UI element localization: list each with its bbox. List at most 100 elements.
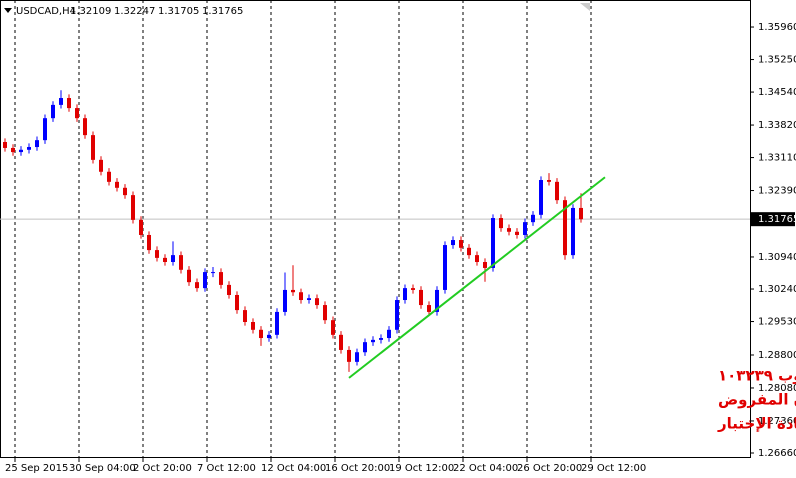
candle-body (475, 255, 479, 263)
candle-body (123, 187, 127, 196)
candle-body (339, 334, 343, 350)
candle-body (67, 98, 71, 109)
candle-body (307, 298, 311, 301)
y-tick-label: 1.35250 (758, 55, 796, 66)
candle-body (3, 141, 7, 148)
annotation: تأخرنا قليلاً في الدخول كان المفروض (718, 389, 796, 408)
x-tick-label: 25 Sep 2015 (5, 463, 68, 474)
candle-body (315, 298, 319, 306)
candle-body (19, 149, 23, 153)
candle-body (235, 294, 239, 311)
candle-body (379, 338, 383, 340)
candle-body (155, 250, 159, 258)
annotation: بيع الان بستوب ١٠٣٢٣٩ (718, 367, 796, 385)
candle-body (35, 140, 39, 148)
y-tick-label: 1.26660 (758, 448, 796, 459)
y-tick-label: 1.28080 (758, 383, 796, 394)
candle-body (75, 108, 79, 119)
candle-body (491, 218, 495, 268)
y-tick-label: 1.27360 (758, 416, 796, 427)
candle-body (59, 98, 63, 105)
candle-body (467, 247, 471, 256)
symbol: USDCAD,H4 (16, 6, 76, 17)
candle-body (259, 329, 263, 339)
candle-body (227, 284, 231, 295)
y-tick-label: 1.35960 (758, 22, 796, 33)
plot-frame (0, 0, 751, 458)
y-tick-label: 1.33820 (758, 120, 796, 131)
candle-body (387, 329, 391, 339)
candle-body (371, 339, 375, 343)
candle-body (147, 234, 151, 251)
candle-body (507, 228, 511, 232)
corner-arrow (580, 3, 590, 11)
candle-body (531, 214, 535, 223)
candle-body (171, 255, 175, 263)
candle-body (483, 262, 487, 268)
candle-body (243, 310, 247, 323)
candle-body (99, 159, 103, 172)
candle-body (163, 257, 167, 263)
y-tick-label: 1.29530 (758, 317, 796, 328)
candle-body (51, 104, 55, 119)
candle-body (107, 171, 111, 182)
candle-body (91, 135, 95, 160)
y-tick-label: 1.30240 (758, 284, 796, 295)
header-price: 1.32109 (70, 6, 111, 17)
candle-body (275, 311, 279, 335)
candle-body (459, 240, 463, 248)
candle-body (211, 272, 215, 274)
candle-body (131, 195, 135, 220)
x-tick-label: 19 Oct 12:00 (389, 463, 454, 474)
candle-body (203, 272, 207, 289)
candle-body (347, 349, 351, 362)
candle-body (115, 181, 119, 188)
candle-body (547, 180, 551, 182)
x-tick-label: 29 Oct 12:00 (581, 463, 646, 474)
x-tick-label: 7 Oct 12:00 (197, 463, 256, 474)
candle-body (443, 245, 447, 290)
x-tick-label: 2 Oct 20:00 (133, 463, 192, 474)
candle-body (579, 207, 583, 220)
x-tick-label: 30 Sep 04:00 (69, 463, 136, 474)
candle-body (187, 269, 191, 283)
candle-body (251, 322, 255, 330)
current-price-box (750, 212, 795, 227)
current-price-label: 1.31765 (758, 214, 796, 225)
candle-body (395, 300, 399, 330)
candle-body (419, 289, 423, 306)
candle-body (539, 180, 543, 215)
candle-body (451, 240, 455, 246)
candle-body (11, 147, 15, 153)
x-tick-label: 12 Oct 04:00 (261, 463, 326, 474)
candle-body (179, 255, 183, 270)
candle-body (411, 288, 415, 290)
y-tick-label: 1.33110 (758, 153, 796, 164)
candle-body (571, 207, 575, 256)
candle-body (427, 305, 431, 312)
candle-body (555, 181, 559, 201)
candle-body (331, 320, 335, 335)
y-tick-label: 1.30940 (758, 252, 796, 263)
x-tick-label: 26 Oct 20:00 (517, 463, 582, 474)
candle-body (299, 292, 303, 301)
y-tick-label: 1.32390 (758, 186, 796, 197)
candle-body (355, 352, 359, 362)
candle-body (195, 282, 199, 289)
annotation: مع اعادة الإختبار (717, 415, 796, 433)
menu-arrow (4, 8, 12, 13)
candle-body (27, 147, 31, 150)
candle-body (403, 288, 407, 301)
candle-body (267, 334, 271, 339)
header-price: 1.32247 (114, 6, 155, 17)
candle-body (563, 200, 567, 256)
y-tick-label: 1.34540 (758, 87, 796, 98)
candle-body (499, 218, 503, 229)
candle-body (363, 342, 367, 353)
candle-body (435, 289, 439, 312)
candle-body (283, 289, 287, 312)
candle-body (43, 118, 47, 141)
candle-body (323, 305, 327, 321)
